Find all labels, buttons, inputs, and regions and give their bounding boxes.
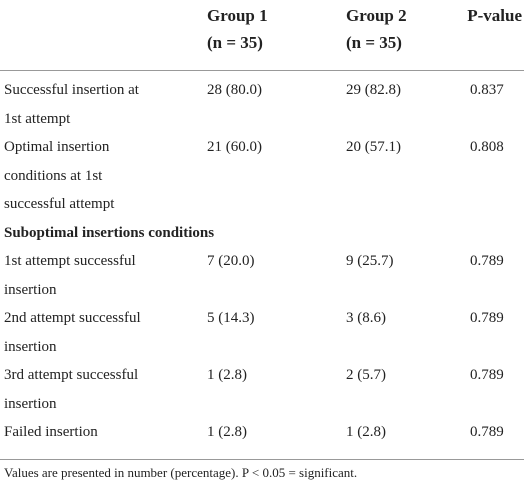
label-text: Successful insertion at 1st attempt — [4, 82, 139, 127]
table-row: Successful insertion at 1st attempt 28 (8… — [0, 71, 524, 134]
table-cell: 28 (80.0) — [207, 82, 262, 98]
header-line: P-value — [467, 6, 522, 25]
row-label: 2nd attempt successful insertion — [0, 304, 207, 361]
section-cell: Suboptimal insertions conditions — [4, 224, 215, 241]
table-row: 3rd attempt successful insertion 1 (2.8) 2… — [0, 361, 524, 418]
row-label: 1st attempt successful insertion — [0, 247, 207, 304]
header-row: Group 1 (n = 35) Group 2 (n = 35) P-value — [0, 0, 524, 71]
table-cell: 0.789 — [470, 253, 504, 269]
table-cell: 21 (60.0) — [207, 139, 262, 155]
table-cell: 9 (25.7) — [346, 253, 394, 269]
table-cell: 2 (5.7) — [346, 367, 386, 383]
table-cell: 1 (2.8) — [346, 418, 466, 460]
table-row: 1st attempt successful insertion 7 (20.0)… — [0, 247, 524, 304]
table-note: Values are presented in number (percenta… — [4, 464, 358, 480]
table-cell: 0.837 — [470, 82, 504, 98]
row-label: Failed insertion — [0, 418, 207, 460]
table-cell: 0.789 — [470, 367, 504, 383]
table-cell: 7 (20.0) — [207, 253, 255, 269]
row-label: 3rd attempt successful insertion — [0, 361, 207, 418]
table-row: 2nd attempt successful insertion 5 (14.3)… — [0, 304, 524, 361]
table-row: Suboptimal insertions conditions — [0, 219, 524, 248]
label-text: Failed insertion — [4, 424, 98, 440]
header-line: (n = 35) — [346, 33, 402, 52]
header-cell: Group 2 (n = 35) — [346, 0, 466, 71]
row-label: Optimal insertion conditions at 1st succ… — [0, 133, 207, 219]
row-label: Successful insertion at 1st attempt — [0, 71, 207, 134]
header-cell: Group 1 (n = 35) — [207, 0, 346, 71]
table-row: Failed insertion 1 (2.8) 1 (2.8) 0.789 — [0, 418, 524, 460]
header-cell — [0, 0, 207, 71]
data-table: Group 1 (n = 35) Group 2 (n = 35) P-value Su… — [0, 0, 524, 460]
table-cell: 0.789 — [466, 418, 524, 460]
header-cell: P-value — [466, 0, 524, 71]
table-cell: 0.808 — [470, 139, 504, 155]
table-row: Optimal insertion conditions at 1st succ… — [0, 133, 524, 219]
table-cell: 3 (8.6) — [346, 310, 386, 326]
label-text: 2nd attempt successful insertion — [4, 310, 141, 355]
table-cell: 20 (57.1) — [346, 139, 401, 155]
table-cell: 29 (82.8) — [346, 82, 401, 98]
table-cell: 5 (14.3) — [207, 310, 255, 326]
header-line: Group 2 — [346, 6, 407, 25]
label-text: 3rd attempt successful insertion — [4, 367, 139, 412]
label-text: Optimal insertion conditions at 1st succ… — [4, 139, 115, 212]
header-line: Group 1 — [207, 6, 268, 25]
table-cell: 1 (2.8) — [207, 367, 247, 383]
label-text: 1st attempt successful insertion — [4, 253, 136, 298]
header-line: (n = 35) — [207, 33, 263, 52]
table-cell: 0.789 — [470, 310, 504, 326]
table-cell: 1 (2.8) — [207, 418, 346, 460]
